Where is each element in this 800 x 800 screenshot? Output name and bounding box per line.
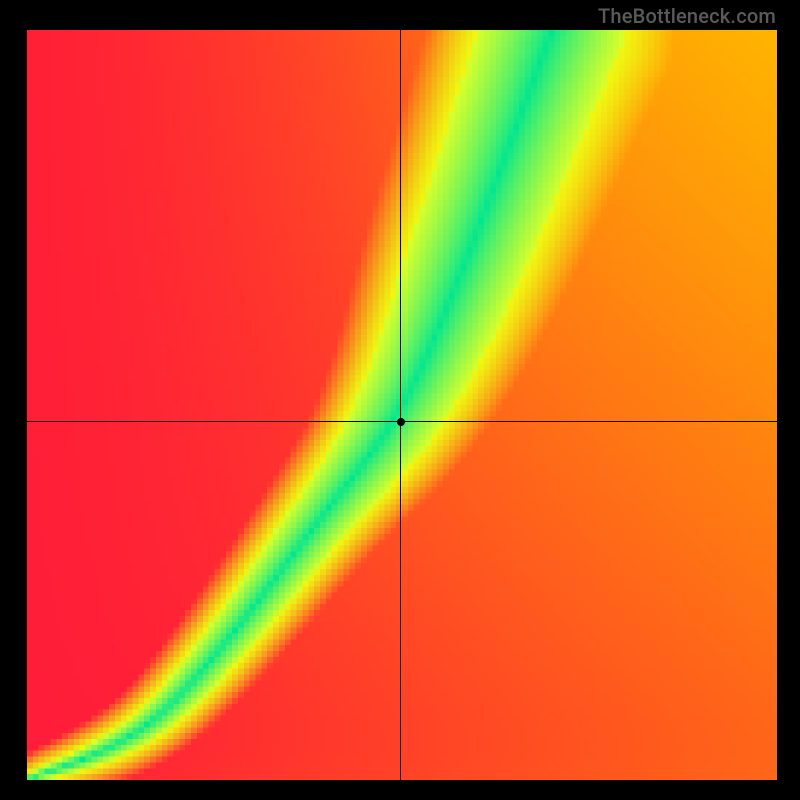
crosshair-dot <box>397 418 405 426</box>
crosshair-vertical-line <box>400 30 401 780</box>
watermark-text: TheBottleneck.com <box>598 4 776 28</box>
stage: TheBottleneck.com <box>0 0 800 800</box>
bottleneck-heatmap-canvas <box>27 30 777 780</box>
